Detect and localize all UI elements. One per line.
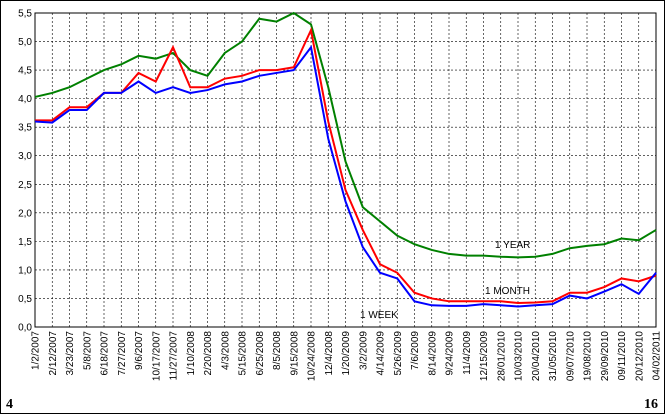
x-tick-label: 9/6/2007 bbox=[134, 331, 145, 370]
x-tick-label: 1/10/2008 bbox=[186, 331, 197, 376]
y-tick-label: 3,5 bbox=[18, 123, 32, 134]
x-tick-label: 12/15/2009 bbox=[479, 331, 490, 381]
y-tick-label: 1,0 bbox=[18, 265, 32, 276]
x-tick-label: 4/14/2009 bbox=[376, 331, 387, 376]
x-tick-label: 29/09/2010 bbox=[600, 331, 611, 381]
x-tick-label: 10/03/2010 bbox=[514, 331, 525, 381]
x-tick-label: 11/4/2009 bbox=[462, 331, 473, 375]
x-tick-label: 11/27/2007 bbox=[169, 331, 180, 381]
x-tick-label: 9/24/2009 bbox=[445, 331, 456, 376]
x-tick-label: 20/12/2010 bbox=[634, 331, 645, 381]
plot-frame bbox=[34, 12, 657, 328]
page-number: 16 bbox=[644, 397, 658, 412]
x-tick-label: 6/18/2007 bbox=[100, 331, 111, 376]
x-tick-label: 5/15/2008 bbox=[238, 331, 249, 376]
y-tick-label: 0,5 bbox=[18, 294, 32, 305]
y-tick-label: 2,0 bbox=[18, 208, 32, 219]
series-label: 1 WEEK bbox=[360, 310, 398, 321]
x-tick-label: 31/05/2010 bbox=[548, 331, 559, 381]
x-tick-label: 19/08/2010 bbox=[583, 331, 594, 381]
x-tick-label: 1/20/2009 bbox=[341, 331, 352, 376]
y-tick-label: 4,0 bbox=[18, 94, 32, 105]
x-tick-label: 04/02/2011 bbox=[652, 331, 663, 381]
x-tick-label: 7/6/2009 bbox=[410, 331, 421, 370]
x-tick-label: 10/17/2007 bbox=[151, 331, 162, 381]
x-tick-label: 12/4/2008 bbox=[324, 331, 335, 376]
x-tick-label: 3/23/2007 bbox=[65, 331, 76, 376]
series-label: 1 YEAR bbox=[495, 240, 530, 251]
x-tick-label: 09/11/2010 bbox=[617, 331, 628, 381]
x-tick-label: 9/15/2008 bbox=[289, 331, 300, 376]
y-tick-label: 0,0 bbox=[18, 323, 32, 334]
series-line bbox=[34, 44, 657, 308]
y-tick-label: 2,5 bbox=[18, 180, 32, 191]
x-tick-label: 2/20/2008 bbox=[203, 331, 214, 376]
x-tick-label: 2/12/2007 bbox=[48, 331, 59, 376]
x-tick-label: 28/01/2010 bbox=[496, 331, 507, 381]
x-tick-label: 1/2/2007 bbox=[31, 331, 42, 370]
series-line bbox=[35, 26, 657, 305]
y-tick-label: 3,0 bbox=[18, 151, 32, 162]
x-tick-label: 8/14/2009 bbox=[427, 331, 438, 376]
y-tick-label: 5,0 bbox=[18, 37, 32, 48]
x-tick-label: 10/24/2008 bbox=[307, 331, 318, 381]
x-tick-label: 5/26/2009 bbox=[393, 331, 404, 376]
x-tick-label: 09/07/2010 bbox=[565, 331, 576, 381]
y-tick-label: 5,5 bbox=[18, 9, 32, 20]
page-number: 4 bbox=[6, 397, 13, 412]
x-tick-label: 8/5/2008 bbox=[272, 331, 283, 370]
x-tick-label: 4/3/2008 bbox=[220, 331, 231, 370]
series-line bbox=[34, 11, 657, 259]
y-tick-label: 4,5 bbox=[18, 66, 32, 77]
x-tick-label: 20/04/2010 bbox=[531, 331, 542, 381]
x-tick-label: 6/25/2008 bbox=[255, 331, 266, 376]
x-tick-label: 5/8/2007 bbox=[82, 331, 93, 370]
series-label: 1 MONTH bbox=[485, 286, 530, 297]
y-tick-label: 1,5 bbox=[18, 237, 32, 248]
x-tick-label: 7/27/2007 bbox=[117, 331, 128, 376]
x-tick-label: 3/2/2009 bbox=[358, 331, 369, 370]
